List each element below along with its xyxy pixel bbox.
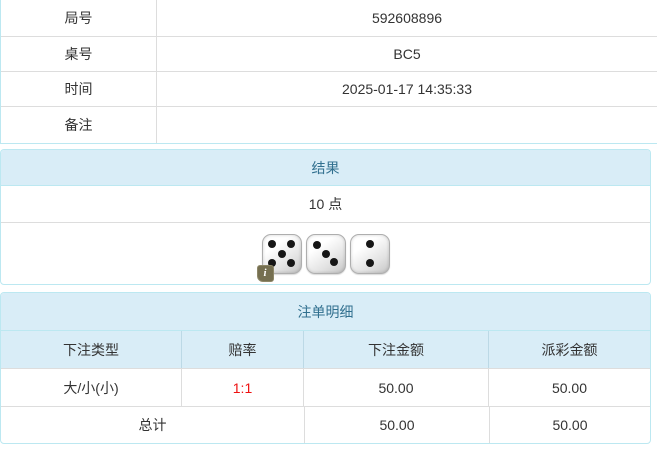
die-pip	[321, 249, 330, 258]
game-info-table: 局号 592608896 桌号 BC5 时间 2025-01-17 14:35:…	[0, 0, 657, 144]
bet-detail-panel: 注单明细 下注类型 赔率 下注金额 派彩金额 大/小(小) 1:1 50.00 …	[0, 292, 651, 444]
time-label: 时间	[1, 72, 157, 106]
total-bet-amount: 50.00	[305, 407, 490, 443]
time-value: 2025-01-17 14:35:33	[342, 81, 472, 97]
total-payout-amount: 50.00	[552, 417, 588, 433]
result-points: 10 点	[1, 186, 650, 223]
table-number-value: BC5	[393, 46, 421, 62]
round-number-label: 局号	[1, 0, 157, 36]
bet-table-header-row: 下注类型 赔率 下注金额 派彩金额	[1, 331, 650, 369]
die-pip	[365, 240, 374, 249]
table-number-label: 桌号	[1, 37, 157, 71]
die-3	[349, 233, 390, 274]
table-row: 时间 2025-01-17 14:35:33	[1, 72, 657, 107]
col-header-payout-amount: 派彩金额	[541, 341, 598, 358]
die-pip	[277, 249, 286, 258]
die-pip	[286, 258, 295, 267]
table-row: 局号 592608896	[1, 0, 657, 37]
result-panel-title: 结果	[1, 150, 650, 186]
die-pip	[268, 258, 277, 267]
col-header-bet-amount: 下注金额	[304, 331, 489, 368]
bet-detail-title: 注单明细	[1, 293, 650, 331]
die-pip	[365, 258, 374, 267]
remark-label: 备注	[1, 107, 157, 143]
remark-value	[157, 107, 657, 143]
die-2	[305, 233, 346, 274]
bet-amount-cell: 50.00	[304, 369, 489, 406]
table-row: 桌号 BC5	[1, 37, 657, 72]
info-icon[interactable]: i	[256, 264, 274, 282]
die-pip	[286, 240, 295, 249]
result-panel: 结果 10 点 i	[0, 149, 651, 285]
col-header-bet-type: 下注类型	[1, 331, 182, 368]
die-pip	[312, 240, 321, 249]
die-pip	[268, 240, 277, 249]
bet-type-cell: 大/小(小)	[1, 369, 182, 406]
round-number-value: 592608896	[371, 10, 443, 26]
dice-row: i	[1, 223, 650, 284]
bet-table-total-row: 总计 50.00 50.00	[1, 407, 650, 443]
total-label: 总计	[1, 407, 305, 443]
die-pip	[330, 258, 339, 267]
odds-cell: 1:1	[182, 369, 304, 406]
die-1: i	[256, 233, 302, 282]
col-header-odds: 赔率	[182, 331, 304, 368]
payout-amount-cell: 50.00	[551, 379, 588, 396]
table-row: 备注	[1, 107, 657, 143]
bet-table-row: 大/小(小) 1:1 50.00 50.00	[1, 369, 650, 407]
